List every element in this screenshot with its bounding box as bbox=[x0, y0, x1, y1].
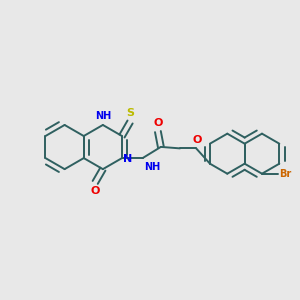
Text: Br: Br bbox=[279, 169, 292, 179]
Text: NH: NH bbox=[144, 162, 160, 172]
Text: S: S bbox=[126, 109, 134, 118]
Text: O: O bbox=[193, 135, 202, 146]
Text: N: N bbox=[124, 154, 133, 164]
Text: NH: NH bbox=[95, 111, 111, 122]
Text: O: O bbox=[91, 186, 100, 196]
Text: O: O bbox=[153, 118, 163, 128]
